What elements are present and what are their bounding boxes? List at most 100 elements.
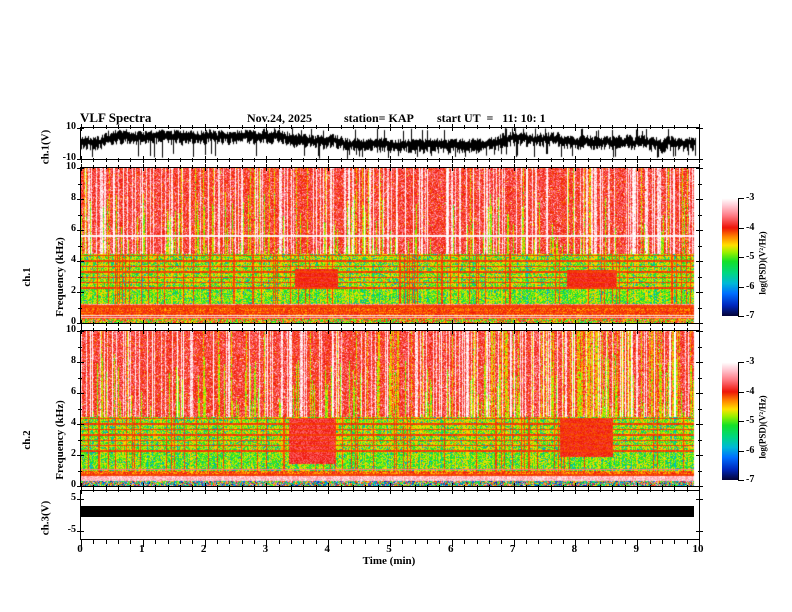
- x-tick: [612, 165, 613, 169]
- x-tick: [353, 488, 354, 492]
- x-tick: [427, 328, 428, 332]
- x-tick: [328, 327, 329, 334]
- x-tick: [118, 322, 119, 326]
- y-tick: [77, 486, 84, 487]
- x-tick: [130, 485, 131, 489]
- x-tick: [254, 165, 255, 169]
- x-tick: [625, 125, 626, 129]
- x-tick: [266, 124, 267, 131]
- x-tick: [328, 539, 329, 547]
- x-tick: [341, 488, 342, 492]
- x-tick: [650, 322, 651, 326]
- x-tick: [229, 165, 230, 169]
- x-tick: [415, 322, 416, 326]
- colorbar-tick-label: -3: [746, 192, 755, 203]
- x-tick: [353, 158, 354, 162]
- x-tick-label: 6: [448, 543, 454, 555]
- x-tick: [143, 487, 144, 494]
- x-tick: [514, 327, 515, 334]
- x-tick: [93, 328, 94, 332]
- x-tick: [600, 328, 601, 332]
- x-tick: [674, 158, 675, 162]
- x-tick: [612, 328, 613, 332]
- x-tick: [538, 322, 539, 326]
- x-tick: [427, 158, 428, 162]
- x-tick: [489, 322, 490, 326]
- x-tick: [143, 539, 144, 547]
- x-tick: [612, 539, 613, 544]
- x-tick: [662, 488, 663, 492]
- colorbar-ch1: [722, 198, 744, 317]
- y-tick: [698, 378, 702, 379]
- x-tick: [316, 488, 317, 492]
- x-tick: [378, 488, 379, 492]
- x-tick: [365, 158, 366, 162]
- x-tick: [637, 487, 638, 494]
- x-tick: [155, 125, 156, 129]
- x-tick: [477, 125, 478, 129]
- x-tick: [699, 124, 700, 131]
- x-tick: [291, 322, 292, 326]
- x-tick: [242, 485, 243, 489]
- x-tick-label: 5: [386, 543, 392, 555]
- x-tick: [563, 488, 564, 492]
- x-tick: [303, 125, 304, 129]
- colorbar-tick: [738, 228, 744, 229]
- x-tick: [427, 485, 428, 489]
- x-tick: [303, 539, 304, 544]
- colorbar-tick-label: -6: [746, 281, 755, 292]
- x-tick: [464, 328, 465, 332]
- colorbar-tick: [738, 421, 744, 422]
- x-tick: [452, 539, 453, 547]
- x-tick: [551, 125, 552, 129]
- x-tick: [254, 328, 255, 332]
- x-tick: [514, 539, 515, 547]
- x-tick: [687, 165, 688, 169]
- x-tick: [279, 158, 280, 162]
- x-tick: [143, 156, 144, 163]
- y-tick: [78, 440, 82, 441]
- x-tick: [687, 328, 688, 332]
- x-tick: [390, 124, 391, 131]
- ch1-waveform-canvas: [81, 128, 699, 159]
- x-tick: [687, 158, 688, 162]
- x-tick: [168, 322, 169, 326]
- x-tick: [699, 539, 700, 547]
- y-tick: [696, 331, 703, 332]
- x-tick: [353, 165, 354, 169]
- colorbar-tick: [738, 287, 744, 288]
- x-tick: [365, 125, 366, 129]
- x-tick: [205, 327, 206, 334]
- x-tick: [303, 322, 304, 326]
- x-tick: [229, 485, 230, 489]
- x-tick: [205, 483, 206, 490]
- x-tick: [192, 165, 193, 169]
- x-tick: [316, 539, 317, 544]
- x-tick: [687, 485, 688, 489]
- y-tick: [78, 277, 82, 278]
- x-tick: [81, 539, 82, 547]
- x-tick: [538, 158, 539, 162]
- x-tick: [674, 488, 675, 492]
- y-tick: [698, 347, 702, 348]
- x-tick: [514, 487, 515, 494]
- x-tick: [353, 125, 354, 129]
- x-tick: [266, 539, 267, 547]
- x-tick: [501, 322, 502, 326]
- x-tick: [93, 485, 94, 489]
- x-tick: [588, 328, 589, 332]
- x-tick: [180, 485, 181, 489]
- x-tick: [316, 328, 317, 332]
- y-tick: [77, 499, 84, 500]
- x-tick: [303, 488, 304, 492]
- x-tick: [687, 488, 688, 492]
- x-tick: [588, 158, 589, 162]
- y-tick: [698, 277, 702, 278]
- x-tick: [254, 488, 255, 492]
- x-tick: [192, 322, 193, 326]
- ch3-panel: [77, 487, 703, 547]
- x-tick: [205, 539, 206, 547]
- x-tick: [316, 125, 317, 129]
- x-tick: [477, 539, 478, 544]
- x-tick: [551, 328, 552, 332]
